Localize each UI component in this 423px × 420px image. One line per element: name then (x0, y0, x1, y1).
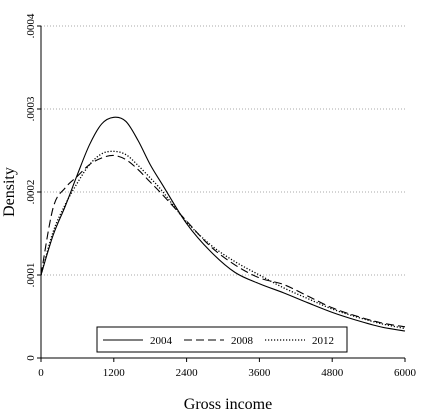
x-tick-label-2: 2400 (176, 367, 199, 379)
legend: 2004 2008 2012 (96, 326, 348, 353)
y-tick-label-3: .0003 (25, 96, 37, 121)
x-tick-label-0: 0 (38, 367, 44, 379)
gridlines (41, 25, 405, 276)
y-axis-title: Density (1, 167, 18, 217)
y-tick-label-0: 0 (25, 355, 37, 361)
series-line-2012 (40, 150, 406, 330)
x-axis-title: Gross income (184, 396, 272, 413)
legend-label-2012: 2012 (312, 335, 334, 347)
x-ticks: 0 1200 2400 3600 4800 6000 (38, 358, 417, 379)
x-tick-label-1: 1200 (103, 367, 126, 379)
legend-label-2008: 2008 (231, 335, 254, 347)
legend-label-2004: 2004 (150, 335, 173, 347)
series-line-2008 (40, 154, 406, 328)
x-tick-label-3: 3600 (248, 367, 271, 379)
y-ticks: 0 .0001 .0002 .0003 .0004 (25, 13, 41, 361)
x-tick-label-4: 4800 (321, 367, 344, 379)
series-line-2004 (40, 116, 406, 332)
y-tick-label-2: .0002 (25, 180, 37, 205)
y-tick-label-1: .0001 (25, 263, 37, 288)
series-lines (40, 116, 406, 332)
x-tick-label-5: 6000 (394, 367, 417, 379)
y-tick-label-4: .0004 (25, 13, 37, 38)
